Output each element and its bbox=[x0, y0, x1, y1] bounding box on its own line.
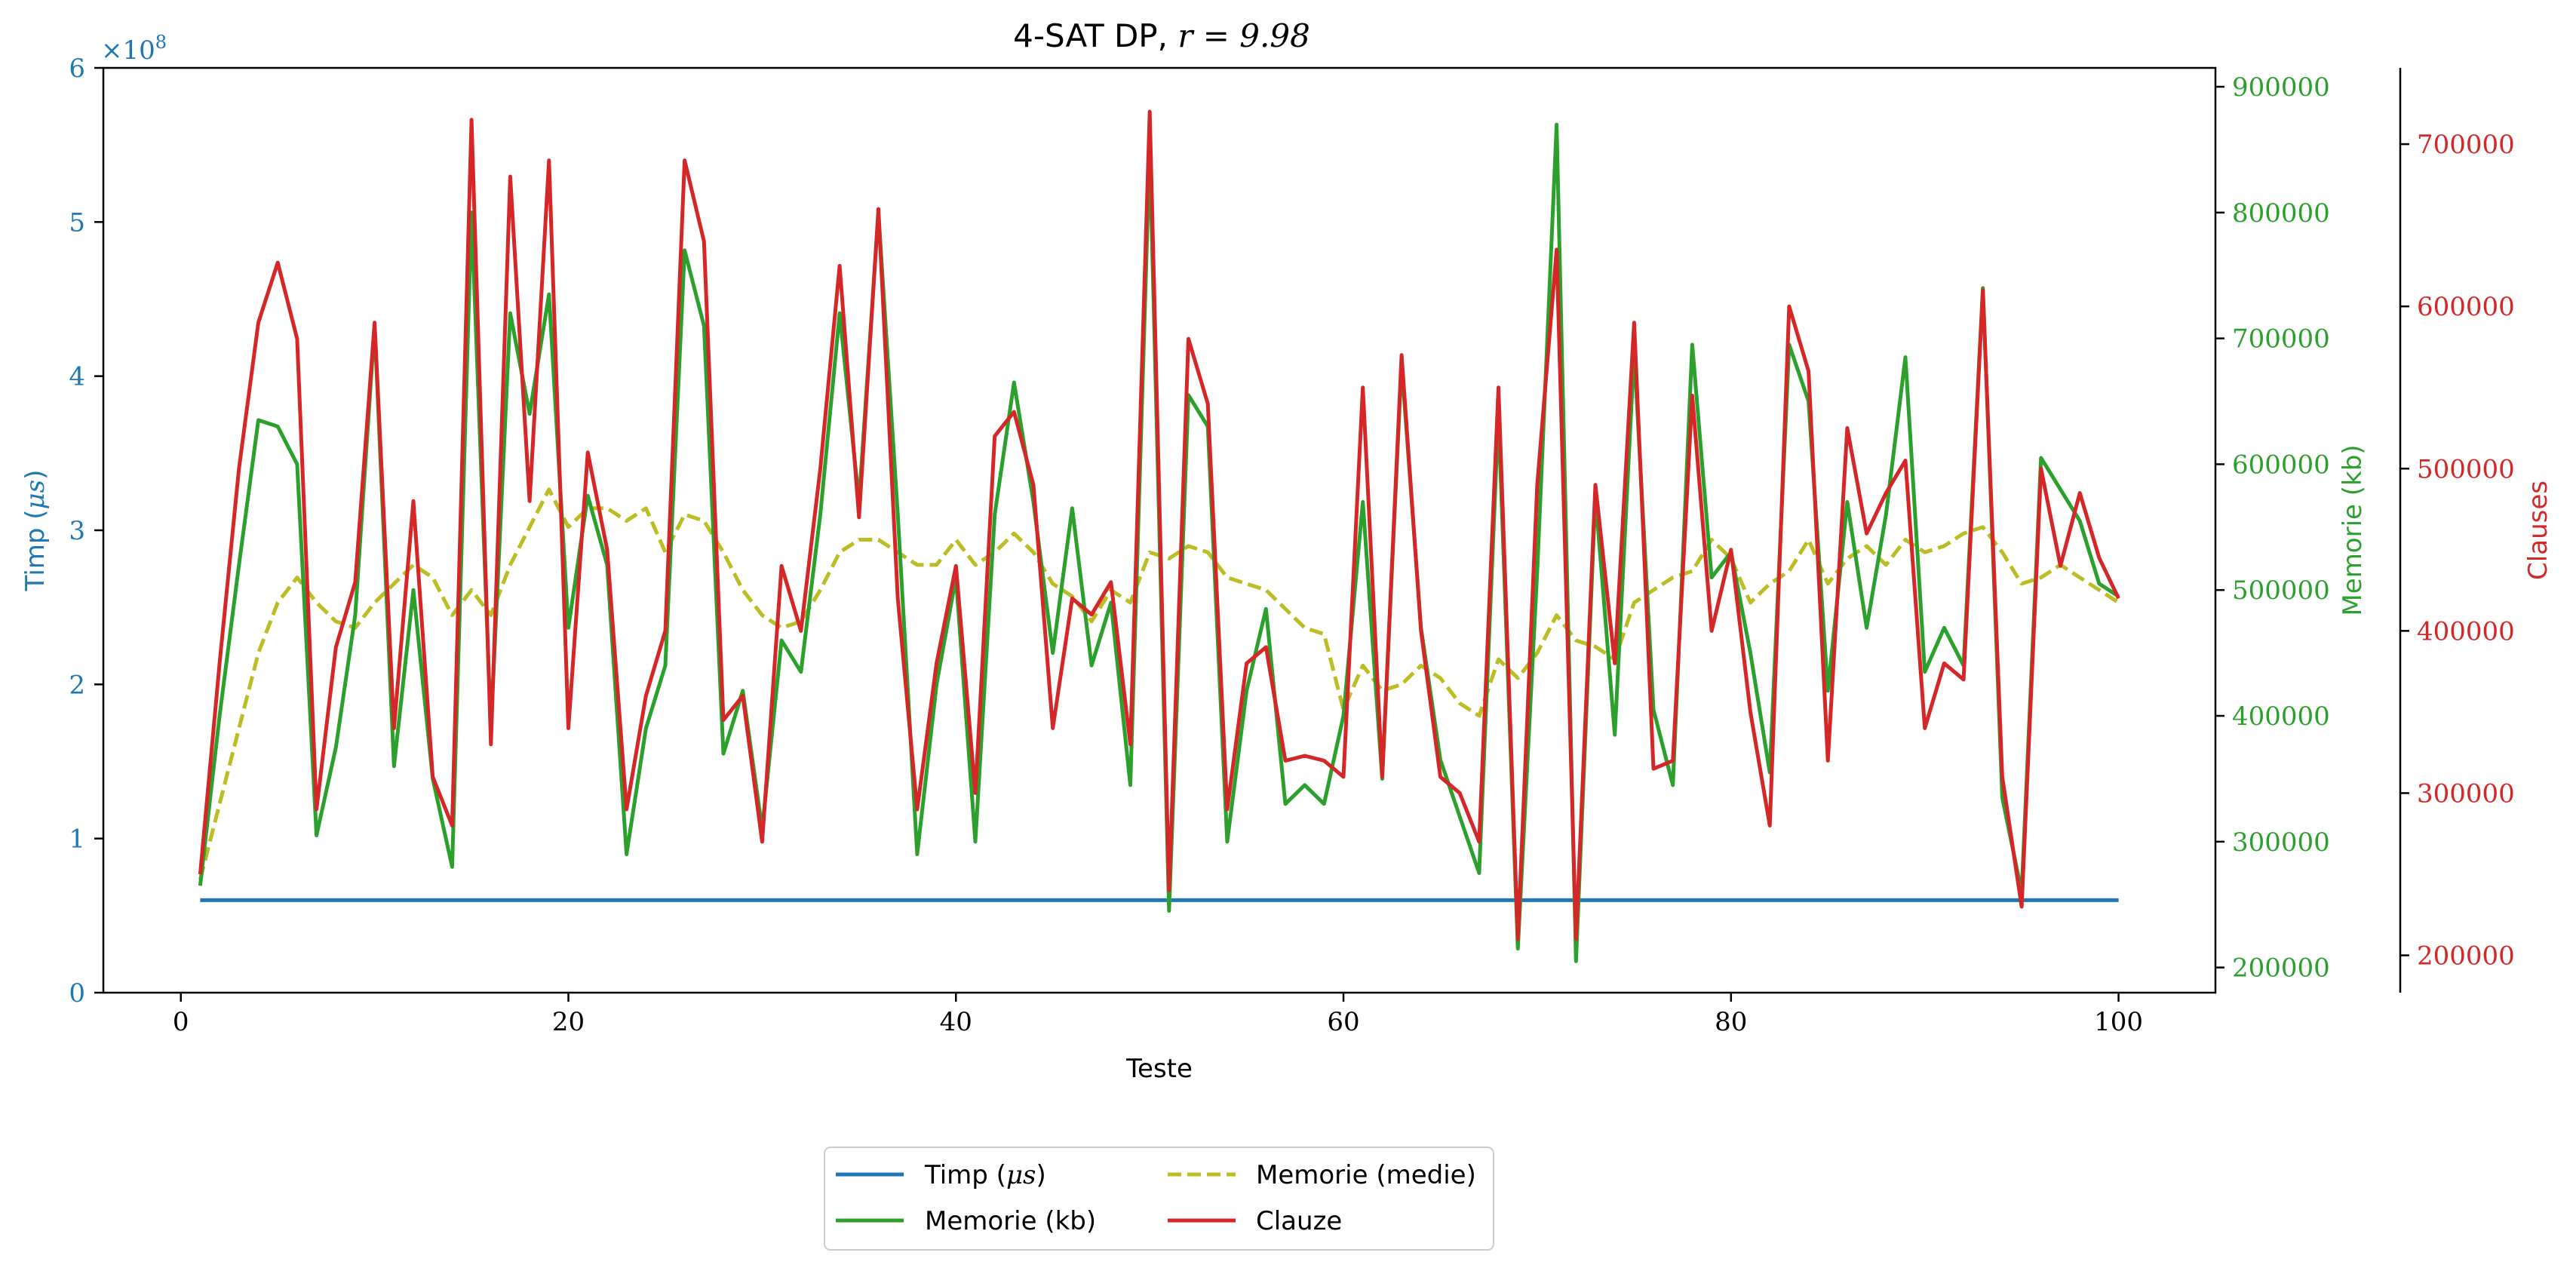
legend-label-memory-avg: Memorie (medie) bbox=[1256, 1160, 1476, 1190]
y-memory-tick-label: 300000 bbox=[2232, 827, 2330, 858]
y-memory-tick-label: 600000 bbox=[2232, 450, 2330, 480]
y-axis-clauses-label: Clauses bbox=[2523, 480, 2553, 580]
y-axis-memory-label: Memorie (kb) bbox=[2338, 444, 2368, 616]
legend-label-memory: Memorie (kb) bbox=[925, 1206, 1096, 1236]
y-time-tick-label: 2 bbox=[69, 670, 85, 700]
x-axis: 0 20 40 60 80 100 bbox=[173, 993, 2143, 1037]
y-axis-clauses: 200000 300000 400000 500000 600000 700000 bbox=[2400, 130, 2515, 972]
y-memory-tick-label: 500000 bbox=[2232, 576, 2330, 606]
chart-title-main: 4-SAT DP, bbox=[1013, 17, 1177, 54]
y-clauses-tick-label: 200000 bbox=[2417, 941, 2515, 972]
y-time-tick-label: 6 bbox=[69, 54, 85, 84]
legend-label-time: Timp (μs) bbox=[924, 1160, 1046, 1190]
y-axis-time: 0 1 2 3 4 5 6 bbox=[69, 54, 103, 1009]
x-tick-label: 80 bbox=[1715, 1007, 1747, 1037]
y-time-tick-label: 3 bbox=[69, 516, 85, 546]
x-tick-label: 0 bbox=[173, 1007, 189, 1037]
y-axis-time-label-close: ) bbox=[20, 470, 51, 480]
legend-label-clauses: Clauze bbox=[1256, 1206, 1342, 1236]
x-tick-label: 20 bbox=[552, 1007, 585, 1037]
y-time-tick-label: 5 bbox=[69, 207, 85, 238]
y-time-tick-label: 1 bbox=[69, 824, 85, 855]
y-clauses-tick-label: 400000 bbox=[2417, 616, 2515, 646]
chart-title: 4-SAT DP, r = 9.98 bbox=[1013, 17, 1310, 54]
y-time-tick-label: 0 bbox=[69, 978, 85, 1009]
legend-label-time-close: ) bbox=[1036, 1160, 1046, 1190]
series-layer bbox=[198, 109, 2120, 963]
y-axis-time-scale-note: ×10 bbox=[101, 35, 155, 66]
y-clauses-tick-label: 300000 bbox=[2417, 778, 2515, 809]
y-memory-tick-label: 800000 bbox=[2232, 198, 2330, 229]
y-axis-time-label-main: Timp ( bbox=[20, 509, 51, 591]
y-clauses-tick-label: 600000 bbox=[2417, 292, 2515, 322]
y-clauses-tick-label: 700000 bbox=[2417, 130, 2515, 160]
legend-label-time-unit: μs bbox=[1006, 1160, 1036, 1190]
y-memory-tick-label: 200000 bbox=[2232, 953, 2330, 984]
legend-label-time-main: Timp ( bbox=[924, 1160, 1006, 1190]
y-axis-time-label-unit: μs bbox=[20, 480, 51, 510]
series-line-clauses bbox=[198, 109, 2120, 941]
x-tick-label: 100 bbox=[2094, 1007, 2143, 1037]
legend-box bbox=[824, 1147, 1494, 1251]
chart-title-param: r = 9.98 bbox=[1177, 17, 1310, 54]
x-axis-label: Teste bbox=[1125, 1054, 1193, 1084]
y-memory-tick-label: 700000 bbox=[2232, 324, 2330, 355]
y-axis-memory: 200000 300000 400000 500000 600000 700000 8000… bbox=[2215, 72, 2330, 984]
y-axis-time-label: Timp (μs) bbox=[20, 470, 51, 592]
y-axis-time-scale-exp: 8 bbox=[155, 32, 167, 53]
x-tick-label: 60 bbox=[1327, 1007, 1359, 1037]
x-tick-label: 40 bbox=[940, 1007, 972, 1037]
legend: Timp (μs) Memorie (kb) Memorie (medie) C… bbox=[824, 1147, 1494, 1251]
y-axis-time-scale: ×108 bbox=[101, 32, 167, 66]
y-memory-tick-label: 400000 bbox=[2232, 702, 2330, 732]
y-time-tick-label: 4 bbox=[69, 362, 85, 392]
y-memory-tick-label: 900000 bbox=[2232, 72, 2330, 103]
y-clauses-tick-label: 500000 bbox=[2417, 454, 2515, 484]
